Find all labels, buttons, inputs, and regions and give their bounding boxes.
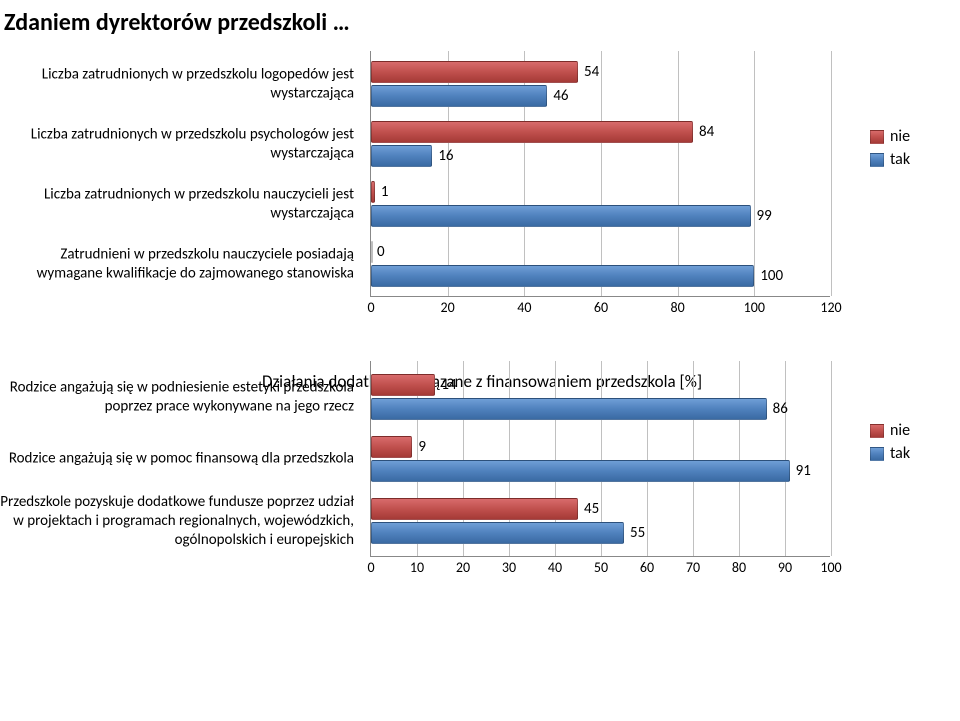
chart1-gridline <box>678 51 679 296</box>
chart2-xtick: 30 <box>502 559 516 576</box>
chart1-value-tak: 99 <box>757 207 772 225</box>
chart2-xtick: 50 <box>594 559 608 576</box>
legend-swatch-nie-2 <box>870 424 884 438</box>
chart1-bar-nie <box>371 181 375 203</box>
legend-item-tak-2: tak <box>870 444 910 463</box>
legend-item-nie-2: nie <box>870 421 910 440</box>
chart2-gridline <box>693 361 694 556</box>
chart2-xtick: 20 <box>456 559 470 576</box>
chart2-plot: 010203040506070809010014869914555 <box>370 361 830 557</box>
chart1-gridline <box>754 51 755 296</box>
chart1-xtick: 20 <box>441 299 455 316</box>
chart2-xtick: 0 <box>367 559 374 576</box>
chart1-value-tak: 46 <box>553 87 568 105</box>
chart1-plot: 020406080100120544684161990100 <box>370 51 830 297</box>
legend-swatch-tak <box>870 153 884 167</box>
legend-chart1: nie tak <box>870 127 910 173</box>
chart2-gridline <box>739 361 740 556</box>
chart1-xtick: 40 <box>517 299 531 316</box>
chart1-category-label: Zatrudnieni w przedszkolu nauczyciele po… <box>0 245 362 283</box>
chart1-bar-nie <box>371 121 693 143</box>
chart2-value-tak: 86 <box>773 400 788 418</box>
chart1-value-tak: 16 <box>438 147 453 165</box>
legend-label-tak-2: tak <box>890 444 910 463</box>
chart1-category-label: Liczba zatrudnionych w przedszkolu logop… <box>0 65 362 103</box>
chart2-bar-nie <box>371 374 435 396</box>
legend-label-nie-2: nie <box>890 421 910 440</box>
legend-label-tak: tak <box>890 150 910 169</box>
chart2-xtick: 40 <box>548 559 562 576</box>
chart2-xtick: 80 <box>732 559 746 576</box>
chart1-bar-tak <box>371 145 432 167</box>
chart1-bar-nie <box>371 61 578 83</box>
chart2-value-nie: 9 <box>418 438 426 456</box>
chart1-xtick: 60 <box>594 299 608 316</box>
legend-item-tak: tak <box>870 150 910 169</box>
chart1-xtick: 120 <box>820 299 841 316</box>
chart2-xtick: 10 <box>410 559 424 576</box>
chart1-category-label: Liczba zatrudnionych w przedszkolu psych… <box>0 125 362 163</box>
legend-label-nie: nie <box>890 127 910 146</box>
chart1: Liczba zatrudnionych w przedszkolu logop… <box>0 51 960 297</box>
chart2-value-tak: 55 <box>630 524 645 542</box>
chart2-value-tak: 91 <box>796 462 811 480</box>
chart2-bar-tak <box>371 460 790 482</box>
chart1-gridline <box>831 51 832 296</box>
chart1-value-nie: 1 <box>381 183 389 201</box>
chart2-gridline <box>831 361 832 556</box>
chart2-gridline <box>785 361 786 556</box>
legend-swatch-nie <box>870 130 884 144</box>
chart1-value-nie: 0 <box>377 243 385 261</box>
chart2-xtick: 70 <box>686 559 700 576</box>
legend-swatch-tak-2 <box>870 447 884 461</box>
chart2-bar-nie <box>371 498 578 520</box>
chart2-value-nie: 14 <box>441 376 456 394</box>
chart2-category-label: Rodzice angażują się w pomoc finansową d… <box>0 450 362 469</box>
chart1-bar-tak <box>371 205 751 227</box>
page-title: Zdaniem dyrektorów przedszkoli … <box>0 0 960 37</box>
chart2-xtick: 90 <box>778 559 792 576</box>
chart1-bar-tak <box>371 265 754 287</box>
chart2-category-label: Przedszkole pozyskuje dodatkowe fundusze… <box>0 493 362 549</box>
chart2-gridline <box>647 361 648 556</box>
chart1-value-tak: 100 <box>760 267 783 285</box>
chart2-xtick: 60 <box>640 559 654 576</box>
chart2-category-label: Rodzice angażują się w podniesienie este… <box>0 378 362 416</box>
chart2-bar-tak <box>371 522 624 544</box>
chart2-bar-nie <box>371 436 412 458</box>
chart1-xtick: 80 <box>671 299 685 316</box>
chart1-value-nie: 84 <box>699 123 714 141</box>
legend-chart2: nie tak <box>870 421 910 467</box>
chart2-value-nie: 45 <box>584 500 599 518</box>
chart1-value-nie: 54 <box>584 63 599 81</box>
chart1-xtick: 0 <box>367 299 374 316</box>
chart1-gridline <box>601 51 602 296</box>
chart1-xtick: 100 <box>744 299 765 316</box>
chart2-xtick: 100 <box>820 559 841 576</box>
chart1-bar-nie <box>371 241 373 263</box>
chart1-bar-tak <box>371 85 547 107</box>
legend-item-nie: nie <box>870 127 910 146</box>
chart1-category-label: Liczba zatrudnionych w przedszkolu naucz… <box>0 185 362 223</box>
chart2: Rodzice angażują się w podniesienie este… <box>0 361 960 557</box>
chart2-bar-tak <box>371 398 767 420</box>
